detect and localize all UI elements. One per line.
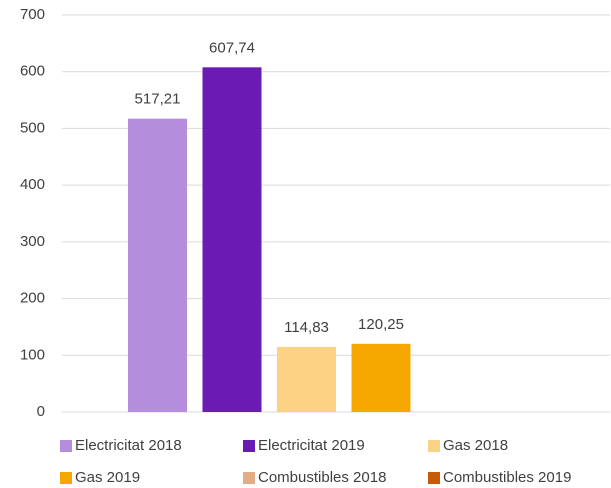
data-label: 607,74: [209, 39, 255, 56]
legend-label: Gas 2019: [75, 469, 140, 486]
data-label: 120,25: [358, 316, 404, 333]
legend-label: Electricitat 2018: [75, 437, 182, 454]
bar: [202, 67, 262, 413]
y-tick-label: 100: [20, 346, 45, 363]
legend-swatch: [428, 440, 440, 452]
y-tick-label: 300: [20, 233, 45, 250]
legend-swatch: [428, 472, 440, 484]
legend-swatch: [60, 472, 72, 484]
y-tick-label: 700: [20, 6, 45, 23]
y-tick-label: 200: [20, 290, 45, 307]
data-label: 114,83: [284, 319, 329, 336]
y-tick-label: 500: [20, 119, 45, 136]
legend-label: Combustibles 2019: [443, 469, 571, 486]
legend-swatch: [243, 472, 255, 484]
legend-label: Combustibles 2018: [258, 469, 386, 486]
bar: [128, 118, 187, 413]
legend-swatch: [243, 440, 255, 452]
y-tick-label: 400: [20, 176, 45, 193]
legend-label: Electricitat 2019: [258, 437, 365, 454]
legend-swatch: [60, 440, 72, 452]
y-tick-label: 600: [20, 63, 45, 80]
bar: [351, 343, 411, 412]
bar: [277, 346, 336, 412]
legend-label: Gas 2018: [443, 437, 508, 454]
y-tick-label: 0: [37, 403, 45, 420]
data-label: 517,21: [135, 91, 181, 108]
